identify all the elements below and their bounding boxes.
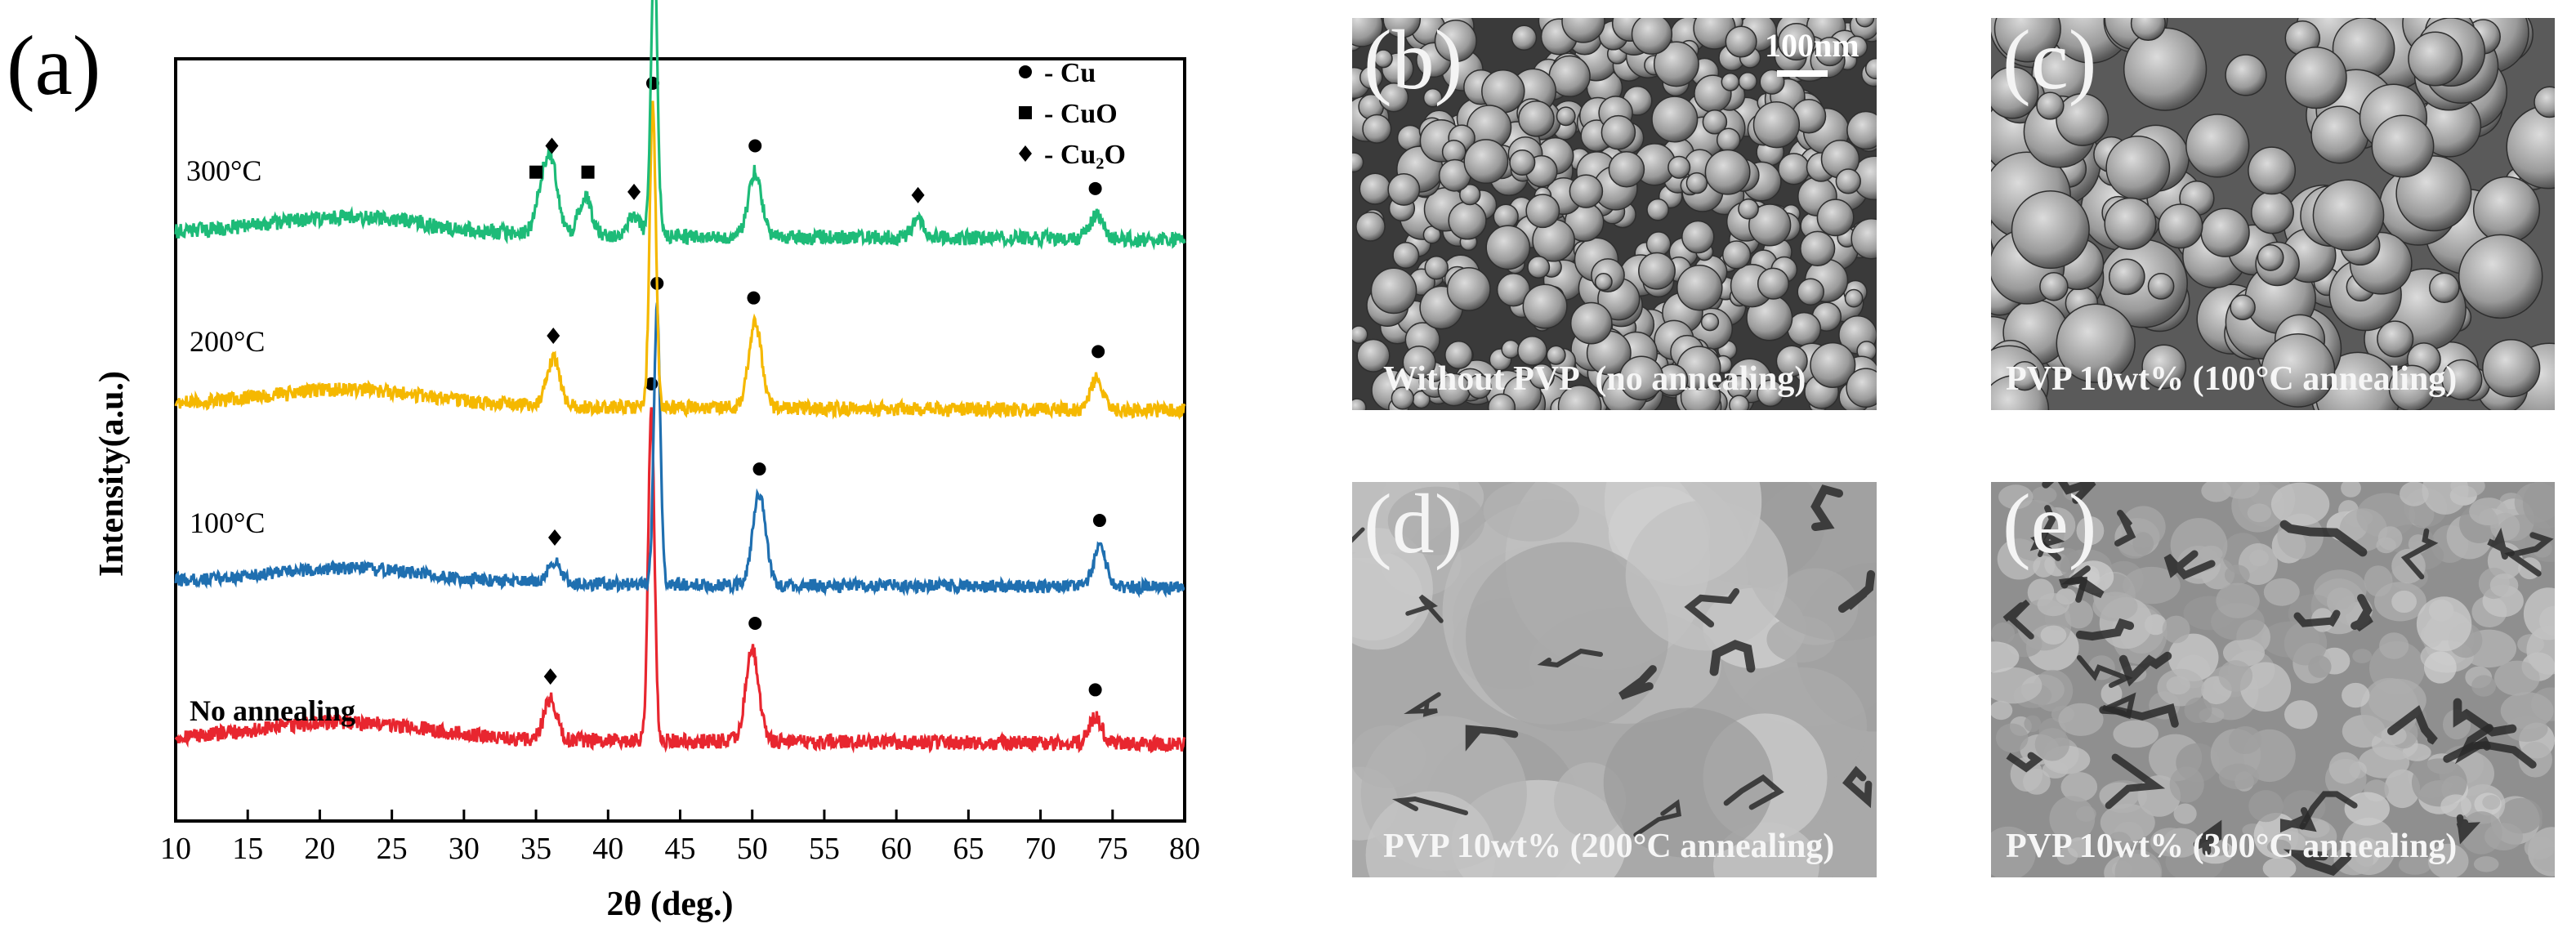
sem-panel-letter: (c) [2002,18,2097,107]
x-tick-label: 60 [881,832,912,866]
cu2o-peak-marker [627,183,641,200]
cuo-peak-marker [529,165,543,179]
cu-peak-marker [748,617,762,631]
x-tick-label: 75 [1097,832,1128,866]
sem-caption: PVP 10wt% (100°C annealing) [2006,360,2458,398]
cu-peak-marker [1088,683,1102,697]
cu-peak-marker [1019,65,1032,78]
series-label: 300°C [186,154,261,187]
cu2o-peak-marker [547,328,560,345]
sem-panel-b: (b) Without PVP (no annealing) 100nm [1352,18,1877,410]
x-tick-label: 45 [665,832,696,866]
x-axis-label: 2θ (deg.) [607,886,734,923]
cuo-peak-marker [581,165,595,179]
series-label: 200°C [190,325,265,358]
sem-panel-letter: (e) [2002,482,2097,571]
series-label: No annealing [190,694,355,727]
sem-panel-d: (d) PVP 10wt% (200°C annealing) [1352,482,1877,877]
series-1: 100°C [174,276,1185,599]
cu2o-peak-marker [543,668,557,685]
x-tick-label: 70 [1025,832,1056,866]
x-tick-label: 80 [1169,832,1200,866]
scale-bar-label: 100nm [1765,27,1859,64]
scale-bar [1777,70,1828,77]
x-tick-label: 30 [449,832,480,866]
x-tick-label: 65 [953,832,984,866]
cu-peak-marker [747,291,761,305]
series-line [174,0,1186,251]
sem-panel-c: (c) PVP 10wt% (100°C annealing) [1991,18,2555,410]
x-tick-label: 10 [160,832,191,866]
sem-panel-e: (e) PVP 10wt% (300°C annealing) [1991,482,2555,877]
series-0: No annealing [174,377,1186,754]
cu-peak-marker [748,139,762,153]
legend-entry: - CuO [1044,99,1118,129]
x-tick-label: 55 [809,832,840,866]
series-line [174,407,1186,754]
cu2o-peak-marker [545,137,559,154]
legend-entry: - Cu [1044,58,1096,88]
legend-entry: - Cu₂O [1044,140,1126,170]
cuo-peak-marker [1019,106,1032,119]
cu-peak-marker [1092,345,1105,359]
sem-texture [1352,18,1877,410]
sem-caption: Without PVP (no annealing) [1383,360,1806,398]
series-3: 300°C [174,0,1186,251]
series-label: 100°C [190,506,265,539]
x-tick-label: 35 [520,832,551,866]
series-line [174,302,1185,599]
x-tick-label: 50 [737,832,768,866]
sem-caption: PVP 10wt% (200°C annealing) [1383,828,1835,865]
panel-a-label: (a) [7,19,100,113]
cu-peak-marker [1088,181,1102,195]
cu-peak-marker [1092,514,1106,528]
sem-texture [1991,482,2555,877]
x-tick-label: 15 [232,832,263,866]
x-axis-ticks: 10 15 20 25 30 35 40 45 50 55 60 65 70 75 80 [160,810,1200,866]
cu2o-peak-marker [911,186,925,203]
sem-texture [1352,482,1877,877]
sem-caption: PVP 10wt% (300°C annealing) [2006,828,2458,865]
xrd-chart: (a) No annealing 100°C 200°C 300°C 10 15 20 25… [7,0,1200,923]
legend: - Cu - CuO - Cu₂O [1019,58,1126,170]
sem-panel-letter: (b) [1364,18,1463,107]
x-tick-label: 40 [592,832,623,866]
sem-panel-letter: (d) [1364,482,1463,571]
x-tick-label: 25 [377,832,408,866]
series-line [174,100,1186,421]
series-2: 200°C [174,76,1186,421]
cu2o-peak-marker [1019,145,1032,162]
x-tick-label: 20 [304,832,335,866]
plot-area: No annealing 100°C 200°C 300°C [174,0,1186,823]
y-axis-label: Intensity(a.u.) [93,371,131,577]
sem-texture [1991,18,2555,410]
cu-peak-marker [752,462,766,476]
cu2o-peak-marker [548,529,562,547]
